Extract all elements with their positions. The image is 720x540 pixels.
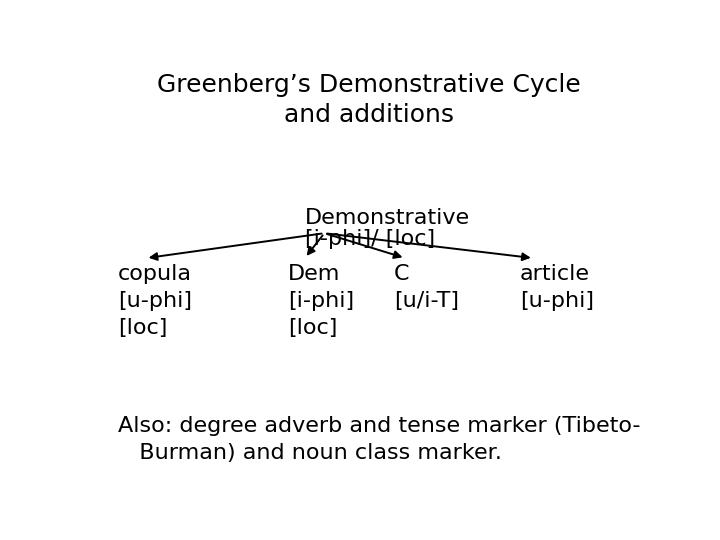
Text: [i-phi]: [i-phi] [288, 292, 354, 312]
Text: [u-phi]: [u-phi] [520, 292, 594, 312]
Text: [loc]: [loc] [288, 319, 338, 339]
Text: Burman) and noun class marker.: Burman) and noun class marker. [118, 443, 502, 463]
Text: Dem: Dem [288, 265, 341, 285]
Text: Demonstrative: Demonstrative [305, 208, 470, 228]
Text: Greenberg’s Demonstrative Cycle
and additions: Greenberg’s Demonstrative Cycle and addi… [157, 73, 581, 127]
Text: [u/i-T]: [u/i-T] [394, 292, 459, 312]
Text: copula: copula [118, 265, 192, 285]
Text: C: C [394, 265, 410, 285]
Text: [loc]: [loc] [118, 319, 167, 339]
Text: article: article [520, 265, 590, 285]
Text: [i-phi]/ [loc]: [i-phi]/ [loc] [305, 229, 435, 249]
Text: Also: degree adverb and tense marker (Tibeto-: Also: degree adverb and tense marker (Ti… [118, 416, 640, 436]
Text: [u-phi]: [u-phi] [118, 292, 192, 312]
